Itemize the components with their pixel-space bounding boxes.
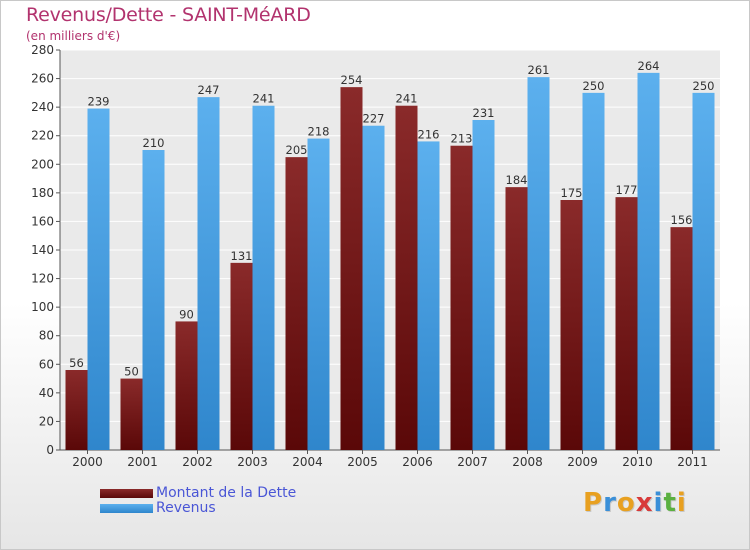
legend-label-debt: Montant de la Dette [156, 485, 297, 501]
x-tick-label: 2001 [127, 455, 158, 469]
y-tick-label: 100 [31, 300, 54, 314]
legend-swatch-debt [100, 489, 153, 498]
value-label: 227 [363, 112, 385, 126]
y-tick-label: 160 [31, 214, 54, 228]
value-label: 250 [583, 79, 605, 93]
bar-revenus [87, 108, 110, 451]
proxiti-logo: Proxiti [583, 488, 687, 518]
bar-revenus [582, 92, 605, 450]
value-label: 50 [124, 365, 139, 379]
value-label: 213 [451, 132, 473, 146]
logo-letter: i [653, 488, 664, 518]
y-axis: 0 20 40 60 80 100 120 140 160 180 200 220 240 260 280 [31, 43, 720, 457]
value-label: 175 [561, 186, 583, 200]
y-tick-label: 20 [39, 414, 54, 428]
bar-dette [450, 145, 473, 450]
x-tick-label: 2000 [72, 455, 103, 469]
bar-dette [65, 370, 88, 450]
bar-dette [395, 105, 418, 450]
legend-item-debt: Montant de la Dette [100, 486, 296, 501]
bar-revenus [637, 72, 660, 450]
x-tick-label: 2006 [402, 455, 433, 469]
x-tick-label: 2009 [567, 455, 598, 469]
logo-letter: o [616, 488, 636, 518]
value-label: 156 [671, 213, 693, 227]
y-tick-label: 60 [39, 357, 54, 371]
logo-letter: P [583, 488, 604, 518]
bar-dette [230, 262, 253, 450]
value-label: 241 [396, 92, 418, 106]
legend-label-revenus: Revenus [156, 500, 216, 516]
logo-letter: t [663, 488, 677, 518]
bar-revenus [307, 138, 330, 451]
value-label: 184 [506, 173, 528, 187]
legend: Montant de la Dette Revenus [100, 486, 296, 516]
bar-revenus [472, 120, 495, 450]
value-label: 177 [616, 183, 638, 197]
y-tick-label: 260 [31, 72, 54, 86]
logo-letter: r [603, 488, 617, 518]
x-tick-label: 2002 [182, 455, 213, 469]
value-label: 250 [693, 79, 715, 93]
x-tick-label: 2011 [677, 455, 708, 469]
value-label: 239 [88, 95, 110, 109]
chart-title: Revenus/Dette - SAINT-MéARD [26, 4, 311, 26]
bar-revenus [527, 77, 550, 451]
y-tick-label: 240 [31, 100, 54, 114]
y-tick-label: 40 [39, 386, 54, 400]
bar-dette [670, 227, 693, 450]
bar-dette [340, 87, 363, 451]
y-tick-label: 220 [31, 129, 54, 143]
chart-subtitle: (en milliers d'€) [26, 29, 121, 43]
value-label: 241 [253, 92, 275, 106]
value-label: 205 [286, 143, 308, 157]
bar-dette [120, 378, 143, 450]
x-tick-label: 2008 [512, 455, 543, 469]
y-tick-label: 180 [31, 186, 54, 200]
legend-item-revenus: Revenus [100, 501, 296, 516]
value-label: 264 [638, 59, 660, 73]
value-label: 56 [69, 356, 84, 370]
bar-revenus [142, 150, 165, 450]
legend-swatch-revenus [100, 504, 153, 513]
bar-revenus [417, 141, 440, 450]
x-tick-label: 2003 [237, 455, 268, 469]
bar-dette [285, 157, 308, 450]
bar-dette [505, 187, 528, 450]
value-label: 231 [473, 106, 495, 120]
value-label: 90 [179, 307, 194, 321]
value-label: 247 [198, 83, 220, 97]
y-tick-label: 120 [31, 272, 54, 286]
y-tick-label: 0 [46, 443, 54, 457]
value-label: 131 [231, 249, 253, 263]
logo-letter: i [676, 488, 687, 518]
x-tick-label: 2005 [347, 455, 378, 469]
x-tick-label: 2004 [292, 455, 323, 469]
bar-dette [175, 321, 198, 450]
y-tick-label: 200 [31, 157, 54, 171]
gridlines [60, 49, 720, 451]
value-label: 218 [308, 125, 330, 139]
value-label: 254 [341, 73, 363, 87]
x-axis: 2000 2001 2002 2003 2004 2005 2006 2007 2008 2009… [72, 450, 708, 469]
value-label: 216 [418, 127, 440, 141]
bar-revenus [362, 125, 385, 450]
value-label: 261 [528, 63, 550, 77]
bar-dette [560, 200, 583, 450]
y-tick-label: 80 [39, 329, 54, 343]
y-tick-label: 280 [31, 43, 54, 57]
x-tick-label: 2007 [457, 455, 488, 469]
bar-revenus [252, 105, 275, 450]
y-tick-label: 140 [31, 243, 54, 257]
bar-revenus [692, 92, 715, 450]
bar-revenus [197, 97, 220, 451]
value-label: 210 [143, 136, 165, 150]
logo-letter: x [635, 488, 654, 518]
bar-dette [615, 197, 638, 450]
x-tick-label: 2010 [622, 455, 653, 469]
